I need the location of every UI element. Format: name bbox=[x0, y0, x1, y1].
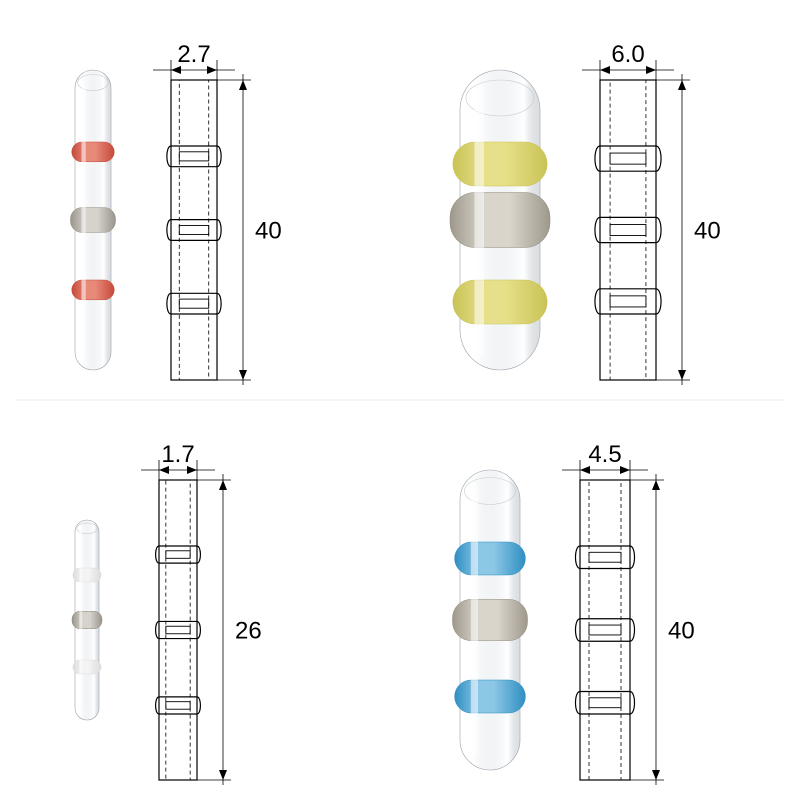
connector-panel-top-right-yellow: 6.0 40 bbox=[400, 15, 785, 385]
height-dimension-label: 40 bbox=[255, 217, 282, 244]
connector-panel-top-left-red: 2.7 40 bbox=[15, 15, 400, 385]
width-dimension-label: 2.7 bbox=[177, 41, 210, 68]
connector-panel-bottom-right-blue: 4.5 40 bbox=[400, 415, 785, 785]
color-band-upper bbox=[455, 542, 526, 575]
solder-ring bbox=[71, 208, 116, 233]
color-band-upper bbox=[72, 142, 114, 162]
height-dimension-label: 26 bbox=[235, 617, 262, 644]
width-dimension-label: 4.5 bbox=[588, 441, 621, 468]
width-dimension-label: 6.0 bbox=[611, 41, 644, 68]
technical-drawing-group: 1.7 26 bbox=[141, 441, 262, 785]
technical-drawing-group: 2.7 40 bbox=[153, 41, 282, 385]
color-band-lower bbox=[455, 680, 526, 713]
photo-tube-group bbox=[453, 470, 528, 770]
color-band-lower bbox=[453, 280, 547, 324]
height-dimension-label: 40 bbox=[694, 217, 721, 244]
width-dimension-label: 1.7 bbox=[161, 441, 194, 468]
technical-drawing-group: 6.0 40 bbox=[582, 41, 721, 385]
color-band-upper bbox=[73, 568, 101, 582]
solder-ring bbox=[72, 611, 102, 629]
photo-tube-group bbox=[72, 520, 102, 720]
color-band-lower bbox=[72, 280, 114, 300]
technical-drawing-group: 4.5 40 bbox=[562, 441, 695, 785]
solder-ring bbox=[453, 599, 528, 640]
color-band-upper bbox=[453, 142, 547, 186]
solder-ring bbox=[450, 193, 550, 248]
photo-tube-group bbox=[71, 70, 116, 370]
row-divider bbox=[15, 399, 785, 401]
height-dimension-label: 40 bbox=[668, 617, 695, 644]
photo-tube-group bbox=[450, 70, 550, 370]
color-band-lower bbox=[73, 660, 101, 674]
connector-panel-bottom-left-white: 1.7 26 bbox=[15, 415, 400, 785]
